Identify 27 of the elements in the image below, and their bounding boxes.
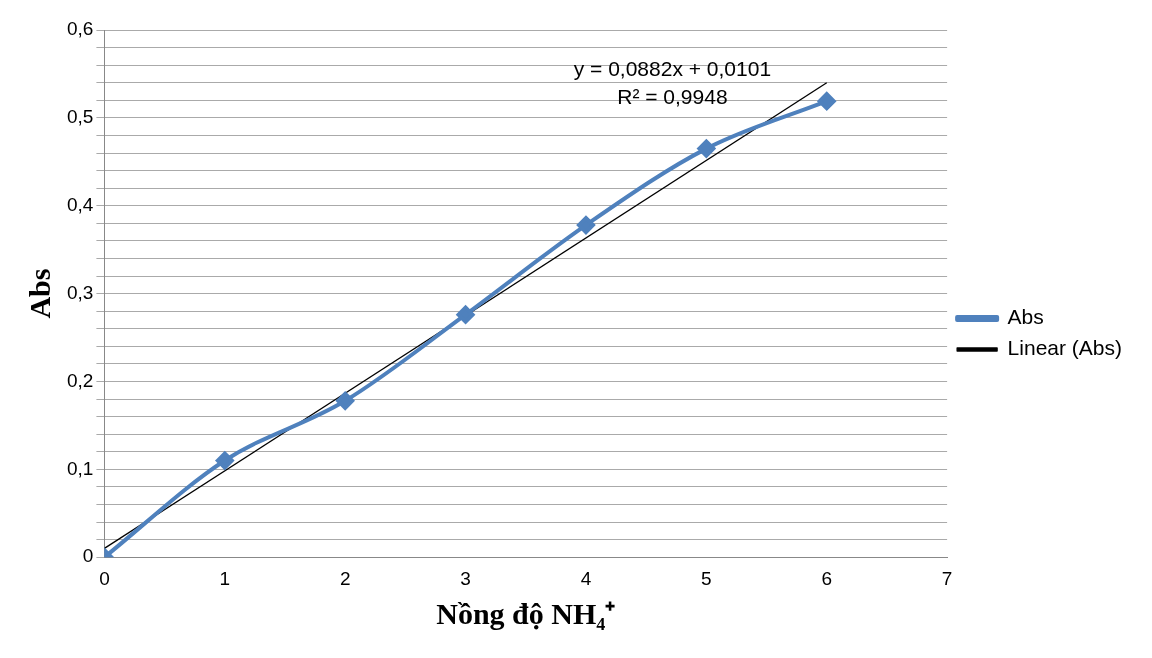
y-tick-label: 0,1	[66, 457, 94, 479]
y-tick-label: 0,4	[66, 193, 94, 215]
y-tick-label: 0,5	[66, 106, 94, 128]
legend-label: Abs	[1007, 305, 1044, 329]
point	[456, 305, 475, 324]
y-tick-label: 0	[82, 545, 94, 567]
y-tick-label: 0,3	[66, 281, 94, 303]
annotation: R² = 0,9948	[617, 84, 728, 108]
point	[336, 391, 355, 410]
x-tick-label: 3	[460, 567, 471, 589]
x-tick-label: 7	[941, 567, 953, 589]
point	[697, 139, 716, 158]
annotation: y = 0,0882x + 0,0101	[573, 56, 772, 80]
point	[215, 451, 234, 470]
y-tick-label: 0,2	[66, 369, 94, 391]
y-tick-label: 0,6	[66, 18, 94, 40]
x-tick-label: 0	[99, 567, 110, 589]
x-tick-label: 4	[580, 567, 592, 589]
point	[576, 216, 595, 235]
x-tick-label: 6	[821, 567, 833, 589]
y-axis-title: Abs	[22, 268, 56, 319]
x-tick-label: 1	[219, 567, 231, 589]
x-tick-label: 2	[339, 567, 351, 589]
x-axis-title: Nồng độ NH₄⁺	[436, 596, 616, 630]
legend-label: Linear (Abs)	[1007, 336, 1123, 360]
point	[817, 92, 836, 111]
x-tick-label: 5	[701, 567, 712, 589]
